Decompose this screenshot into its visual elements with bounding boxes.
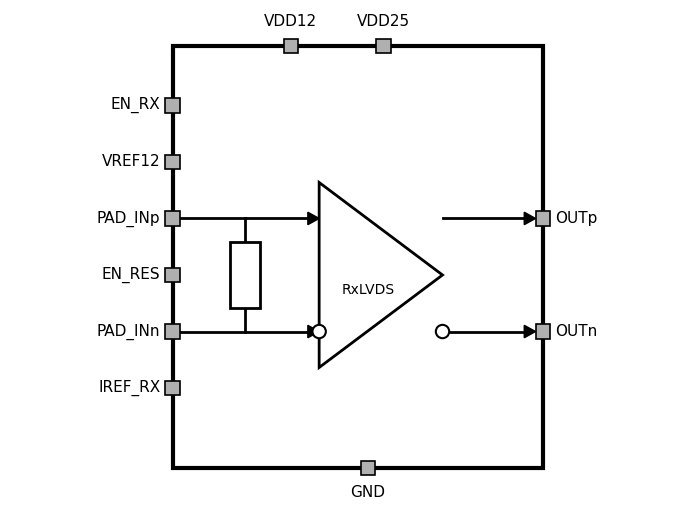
- Circle shape: [436, 325, 449, 338]
- Bar: [165, 324, 180, 339]
- Bar: [165, 381, 180, 395]
- Bar: [360, 461, 375, 475]
- Text: GND: GND: [351, 485, 386, 500]
- Text: EN_RES: EN_RES: [102, 267, 160, 283]
- Text: OUTp: OUTp: [555, 211, 598, 226]
- Text: VDD12: VDD12: [265, 14, 318, 29]
- Bar: [165, 98, 180, 113]
- Bar: [284, 39, 298, 53]
- Polygon shape: [308, 212, 319, 225]
- Bar: [376, 39, 391, 53]
- Text: OUTn: OUTn: [555, 324, 597, 339]
- Bar: [165, 268, 180, 282]
- Bar: [536, 211, 550, 226]
- Text: VREF12: VREF12: [102, 154, 160, 170]
- Text: VDD25: VDD25: [357, 14, 410, 29]
- Text: IREF_RX: IREF_RX: [98, 380, 160, 396]
- Polygon shape: [524, 325, 536, 338]
- Polygon shape: [524, 212, 536, 225]
- Text: PAD_INn: PAD_INn: [97, 323, 160, 340]
- Bar: [173, 46, 542, 468]
- Text: PAD_INp: PAD_INp: [97, 210, 160, 227]
- Text: EN_RX: EN_RX: [111, 97, 160, 114]
- Bar: [165, 211, 180, 226]
- Polygon shape: [308, 325, 319, 338]
- Circle shape: [312, 325, 326, 338]
- Bar: [165, 155, 180, 169]
- Text: RxLVDS: RxLVDS: [342, 283, 395, 298]
- Bar: [536, 324, 550, 339]
- Bar: [230, 242, 260, 308]
